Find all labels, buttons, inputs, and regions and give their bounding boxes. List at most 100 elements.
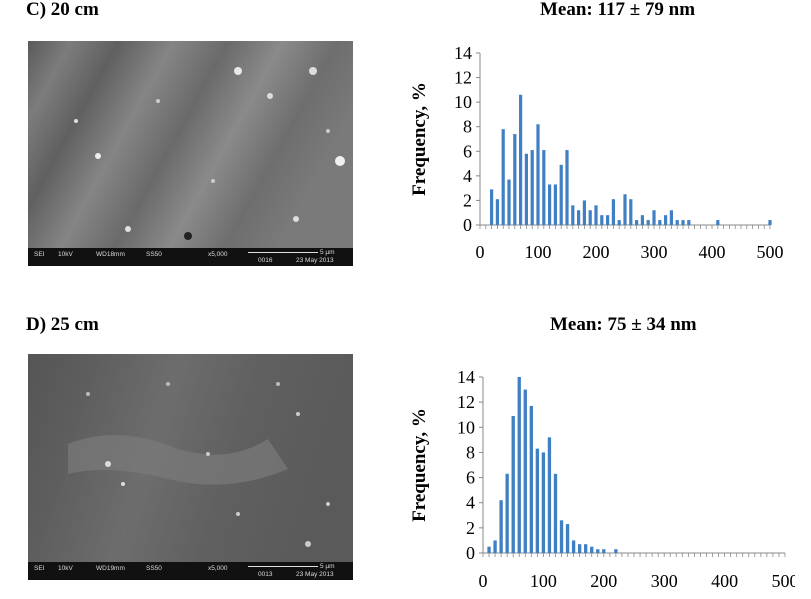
- bar: [611, 199, 615, 225]
- x-tick-label: 300: [651, 571, 678, 591]
- bar: [594, 205, 598, 225]
- bar: [529, 405, 533, 553]
- x-tick-label: 100: [525, 242, 552, 262]
- bar: [635, 220, 639, 225]
- bar: [675, 220, 679, 225]
- x-tick-label: 100: [530, 571, 557, 591]
- bar: [602, 549, 606, 553]
- y-tick-label: 0: [466, 543, 475, 563]
- bar: [559, 520, 564, 553]
- sem-c-mag: x5,000: [208, 251, 228, 258]
- bar: [513, 134, 517, 225]
- bar: [600, 215, 604, 225]
- y-axis-label: Frequency, %: [409, 82, 430, 196]
- panel-d-mean: Mean: 75 ± 34 nm: [550, 314, 697, 335]
- sem-d-ss: SS50: [146, 565, 162, 572]
- bar: [565, 524, 570, 553]
- y-tick-label: 14: [457, 367, 475, 387]
- y-tick-label: 2: [466, 518, 475, 538]
- bar: [553, 184, 557, 225]
- x-tick-label: 500: [772, 571, 796, 591]
- x-tick-label: 500: [757, 242, 784, 262]
- panel-c-mean: Mean: 117 ± 79 nm: [540, 0, 696, 20]
- bar: [507, 179, 511, 225]
- sem-c-kv: 10kV: [58, 251, 73, 258]
- y-tick-label: 14: [454, 43, 472, 63]
- x-tick-label: 400: [699, 242, 726, 262]
- bar: [687, 220, 691, 225]
- bar: [530, 150, 534, 225]
- x-tick-label: 0: [479, 571, 488, 591]
- bar: [652, 210, 656, 225]
- bar: [577, 210, 581, 225]
- sem-c-wd: WD18mm: [96, 251, 125, 258]
- y-tick-label: 10: [457, 417, 475, 437]
- x-tick-label: 200: [590, 571, 617, 591]
- sem-d-detector: SEI: [34, 565, 45, 572]
- bar: [505, 473, 509, 553]
- bar: [487, 546, 491, 553]
- bar: [681, 220, 685, 225]
- bar: [582, 200, 586, 225]
- bar: [523, 389, 527, 553]
- y-tick-label: 2: [463, 190, 472, 210]
- bar: [536, 124, 540, 225]
- bar: [646, 220, 650, 225]
- bar: [584, 544, 588, 553]
- bar: [559, 164, 563, 225]
- bar: [499, 500, 503, 553]
- y-tick-label: 12: [457, 392, 475, 412]
- bar: [768, 220, 772, 225]
- y-tick-label: 6: [466, 468, 475, 488]
- bar: [716, 220, 720, 225]
- y-tick-label: 4: [463, 166, 472, 186]
- bar: [517, 377, 521, 553]
- bar: [669, 210, 673, 225]
- bar: [596, 549, 600, 553]
- y-tick-label: 6: [463, 141, 472, 161]
- sem-d-kv: 10kV: [58, 565, 73, 572]
- y-tick-label: 8: [463, 117, 472, 137]
- sem-c-date: 23 May 2013: [296, 257, 334, 264]
- sem-c-ss: SS50: [146, 251, 162, 258]
- bar: [664, 215, 668, 225]
- y-tick-label: 8: [466, 442, 475, 462]
- sem-c-detector: SEI: [34, 251, 45, 258]
- sem-c-id: 0016: [258, 257, 273, 264]
- bar: [617, 220, 621, 225]
- bar: [524, 153, 528, 225]
- histogram-d: 0 2 4 6 8 10 12 14 0 100 200 300 400 500 Frequency, %: [409, 367, 796, 591]
- bar: [547, 437, 552, 553]
- bar: [511, 415, 515, 553]
- bar: [519, 94, 523, 225]
- bar: [501, 129, 505, 225]
- bar: [629, 199, 633, 225]
- panel-c-label: C) 20 cm: [26, 0, 99, 20]
- y-tick-label: 0: [463, 215, 472, 235]
- y-tick-label: 4: [466, 493, 475, 513]
- sem-texture-d: [28, 354, 353, 562]
- bar: [590, 546, 594, 553]
- x-tick-label: 200: [583, 242, 610, 262]
- bar: [606, 215, 610, 225]
- sem-image-d: SEI 10kV WD19mm SS50 x5,000 5 µm 0013 23…: [28, 354, 353, 580]
- bar: [541, 452, 546, 553]
- x-tick-label: 0: [476, 242, 485, 262]
- sem-d-scalebar: [248, 566, 318, 567]
- panel-d-label: D) 25 cm: [26, 314, 99, 335]
- sem-image-c: SEI 10kV WD18mm SS50 x5,000 5 µm 0016 23…: [28, 41, 353, 266]
- y-tick-label: 10: [454, 92, 472, 112]
- sem-d-date: 23 May 2013: [296, 571, 334, 578]
- bar: [571, 205, 575, 225]
- bar: [553, 473, 558, 553]
- sem-databar-d: SEI 10kV WD19mm SS50 x5,000 5 µm 0013 23…: [28, 562, 353, 580]
- bar: [548, 184, 552, 225]
- x-tick-label: 400: [711, 571, 738, 591]
- x-tick-label: 300: [641, 242, 668, 262]
- bar: [614, 549, 618, 553]
- bar: [640, 215, 644, 225]
- sem-databar-c: SEI 10kV WD18mm SS50 x5,000 5 µm 0016 23…: [28, 248, 353, 266]
- bar: [490, 189, 494, 225]
- bar: [577, 544, 582, 553]
- bar: [542, 150, 546, 225]
